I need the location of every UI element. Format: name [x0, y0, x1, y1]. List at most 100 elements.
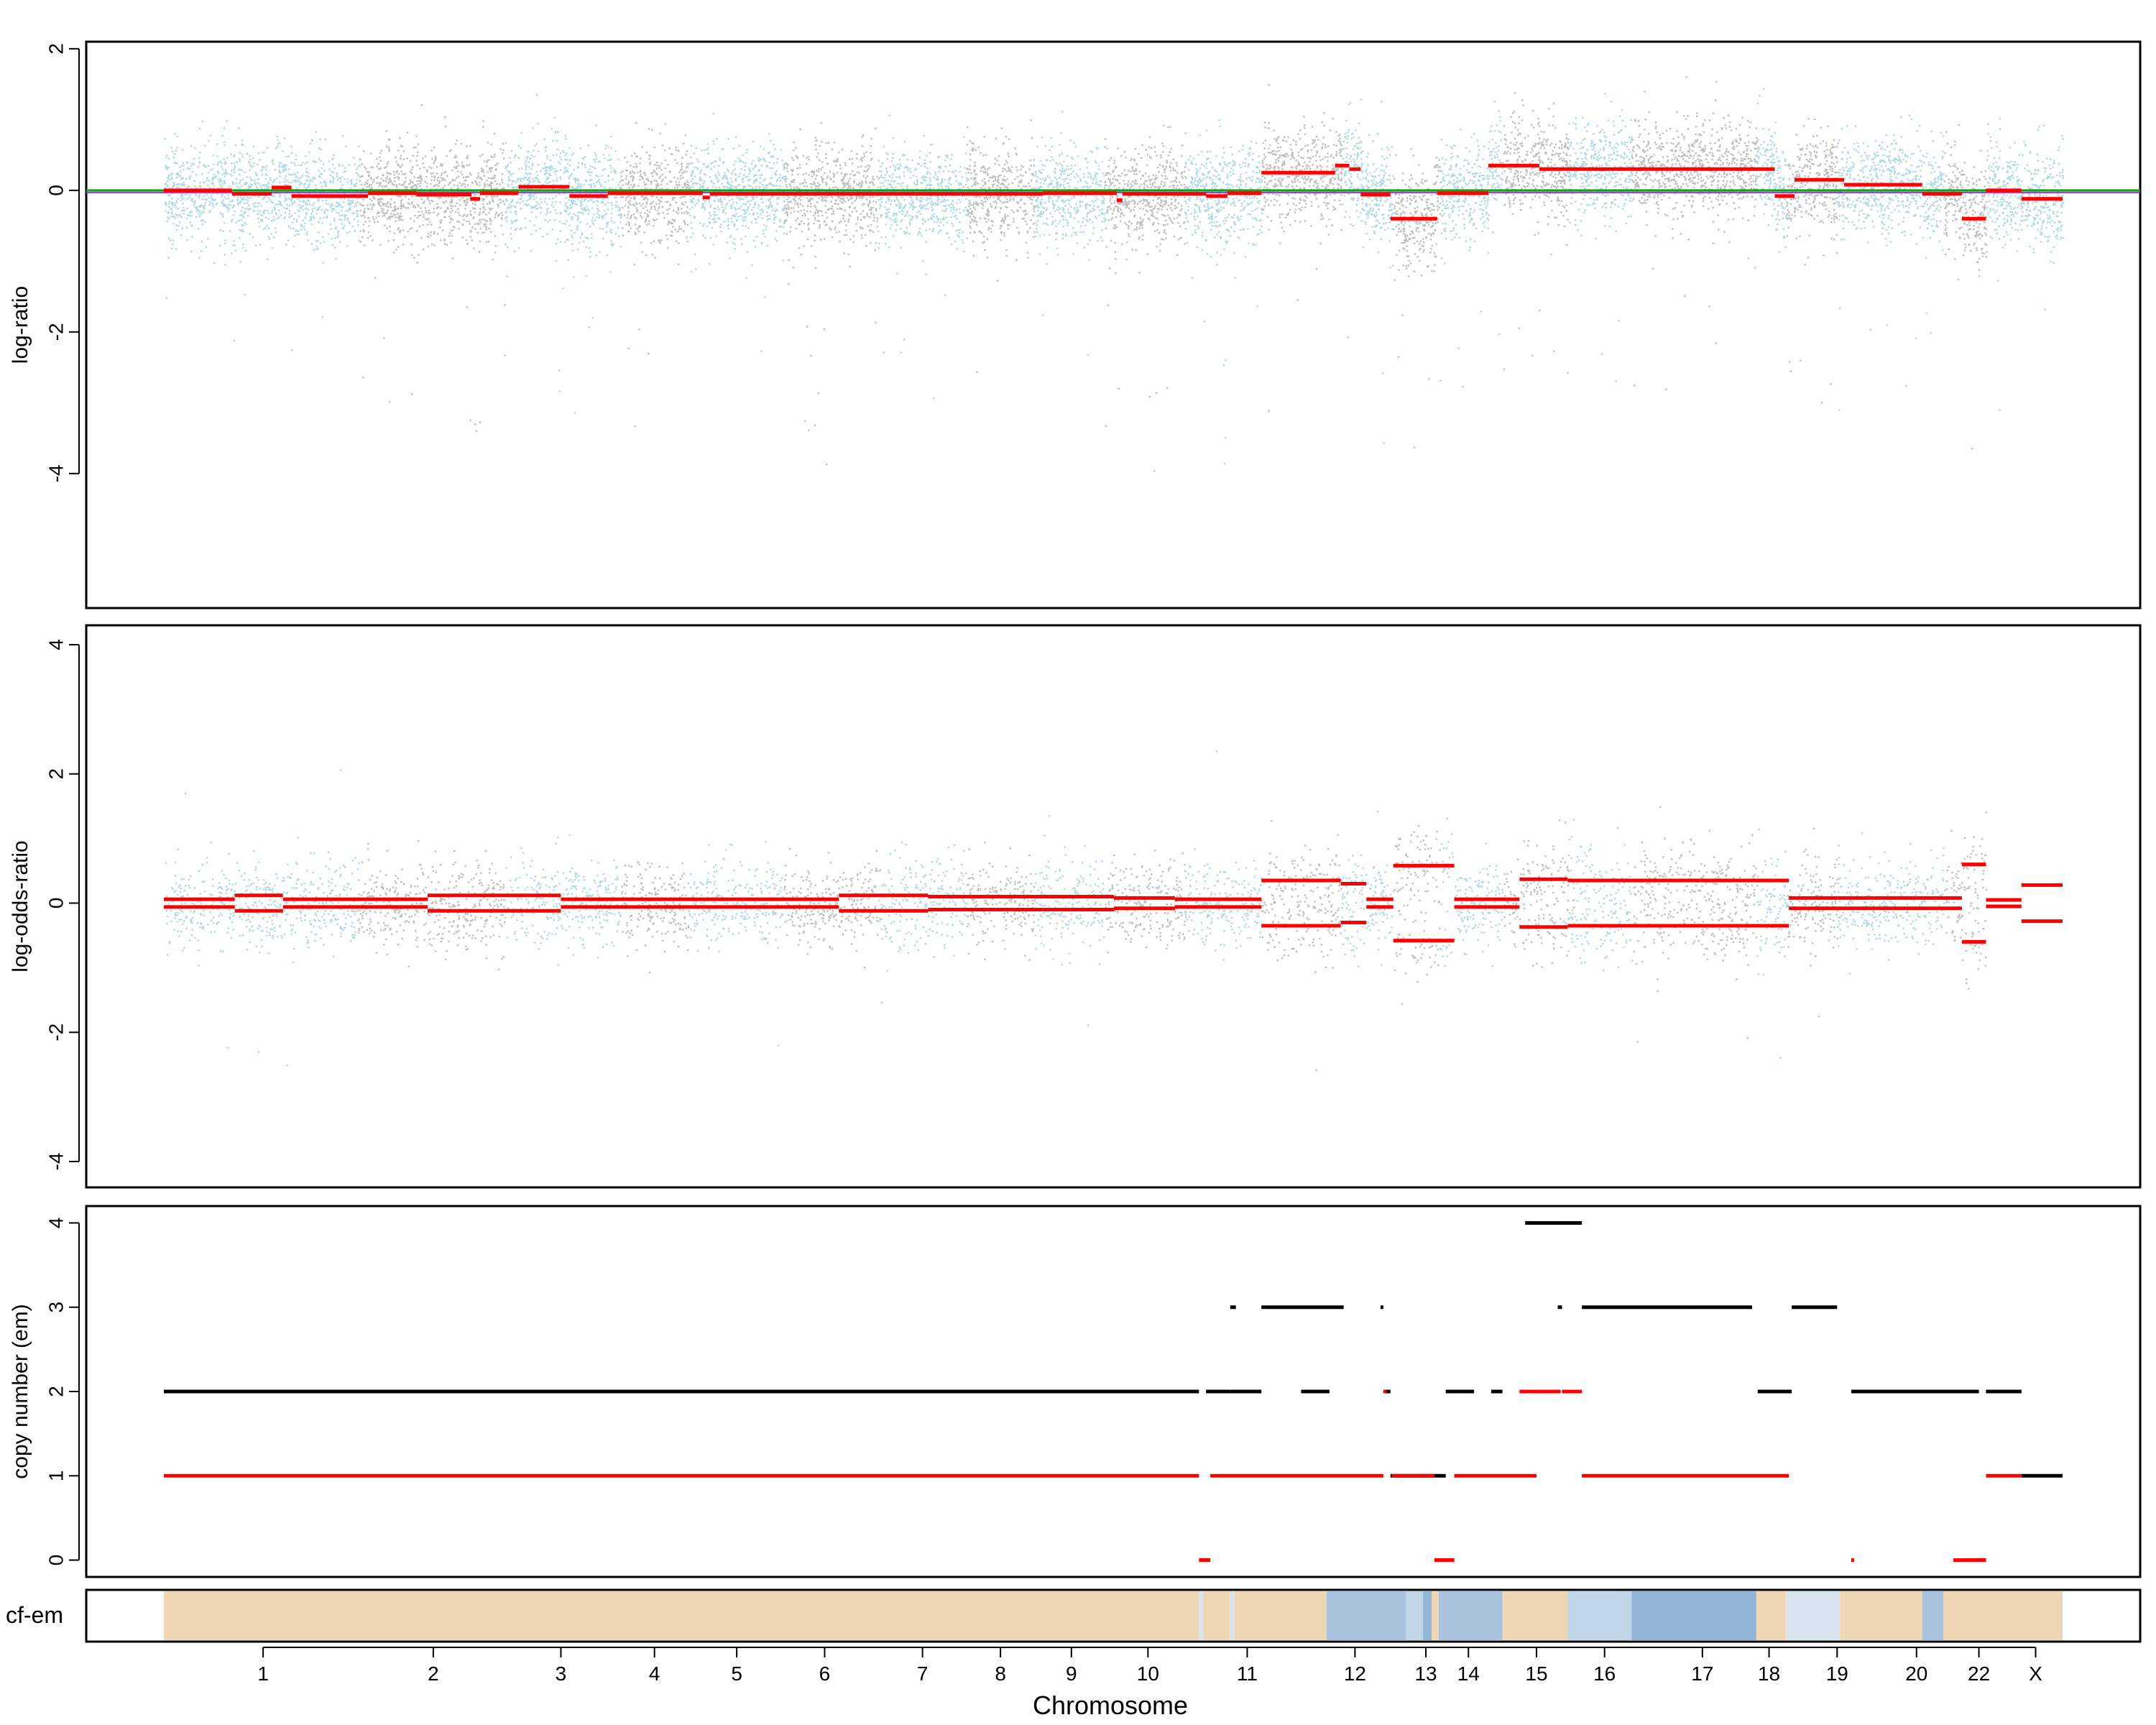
cf-em-block	[1943, 1591, 2063, 1640]
log-odds-ratio-points	[1341, 810, 1395, 967]
log-ratio-points	[1837, 114, 1945, 411]
x-tick-label: 4	[649, 1662, 660, 1685]
log-ratio-points	[966, 119, 1036, 373]
x-tick-label: 17	[1691, 1662, 1713, 1685]
log-ratio-points	[504, 93, 622, 414]
log-odds-ratio-points	[1261, 820, 1342, 1072]
y-tick-label: -4	[45, 464, 67, 482]
log-ratio-points	[1631, 76, 1759, 390]
panel-frame	[85, 1588, 2142, 1643]
y-tick-label: 0	[45, 185, 67, 196]
x-tick-label: 22	[1968, 1662, 1990, 1685]
y-tick-label: -4	[45, 1153, 67, 1171]
log-odds-ratio-plot	[164, 750, 2063, 1072]
panel-log-ratio: 2 0 -2 -4 log-ratio	[9, 40, 2142, 610]
x-tick-label: 6	[819, 1662, 831, 1685]
log-ratio-points	[1393, 148, 1442, 448]
x-tick-label: 2	[428, 1662, 439, 1685]
cf-em-block	[1406, 1591, 1424, 1640]
y-tick-label: -2	[45, 1024, 67, 1041]
cf-em-block	[1631, 1591, 1756, 1640]
log-ratio-points	[1184, 119, 1263, 465]
log-odds-ratio-points	[620, 861, 691, 974]
y-tick-label: 4	[45, 639, 67, 650]
log-ratio-points	[1440, 101, 1504, 388]
cf-em-block	[1502, 1591, 1568, 1640]
log-odds-ratio-y-label: log-odds-ratio	[9, 840, 32, 972]
log-odds-ratio-points	[1567, 819, 1634, 972]
log-odds-ratio-points	[1756, 828, 1788, 1059]
log-odds-ratio-y-axis: 4 2 0 -2 -4	[45, 639, 80, 1171]
log-odds-ratio-points	[1034, 814, 1105, 1026]
y-tick-label: 2	[45, 1386, 67, 1397]
cf-em-block	[1431, 1591, 1439, 1640]
log-odds-ratio-points	[1503, 819, 1570, 968]
log-odds-ratio-points	[165, 769, 360, 1067]
cf-em-block	[1423, 1591, 1432, 1640]
log-odds-ratio-points	[1185, 750, 1263, 961]
cf-em-label: cf-em	[6, 1602, 63, 1628]
copy-number-plot	[164, 1220, 2063, 1563]
log-odds-ratio-points	[1786, 827, 1839, 1018]
x-tick-label: 18	[1758, 1662, 1780, 1685]
x-tick-label: 11	[1237, 1662, 1258, 1685]
log-odds-ratio-points	[1105, 850, 1187, 954]
log-ratio-points	[1567, 93, 1634, 382]
log-ratio-plot	[86, 76, 2140, 472]
x-tick-label: 14	[1457, 1662, 1480, 1685]
log-odds-ratio-points	[1633, 806, 1759, 1043]
x-tick-label: 5	[731, 1662, 742, 1685]
cf-em-block	[1234, 1591, 1327, 1640]
log-ratio-points	[620, 121, 691, 428]
log-ratio-points	[877, 114, 968, 400]
cf-em-block	[1230, 1591, 1235, 1640]
y-tick-label: 0	[45, 1555, 67, 1566]
y-tick-label: 0	[45, 898, 67, 909]
y-tick-label: 2	[45, 43, 67, 55]
log-ratio-y-axis: 2 0 -2 -4	[45, 43, 80, 482]
log-ratio-y-label: log-ratio	[9, 286, 32, 364]
cf-em-block	[1756, 1591, 1787, 1640]
x-axis-label: Chromosome	[1033, 1690, 1188, 1720]
x-tick-label: 16	[1593, 1662, 1616, 1685]
copy-number-y-axis: 4 3 2 1 0	[45, 1218, 80, 1566]
x-tick-label: 3	[556, 1662, 567, 1685]
cf-em-block	[1438, 1591, 1503, 1640]
log-ratio-points	[1502, 92, 1570, 374]
log-ratio-points	[164, 120, 360, 351]
cf-em-block	[1840, 1591, 1922, 1640]
log-ratio-points	[1034, 111, 1106, 356]
cf-em-block	[1199, 1591, 1204, 1640]
x-axis: 1 2 3 4 5 6 7 8 9 10 11 12 13 14 15 16 17 18 19 20 22 X	[257, 1647, 2042, 1685]
x-tick-label: 19	[1826, 1662, 1848, 1685]
log-odds-ratio-points	[688, 840, 785, 1046]
copy-number-y-label: copy number (em)	[9, 1304, 32, 1478]
y-tick-label: 3	[45, 1302, 67, 1313]
log-odds-ratio-points	[878, 842, 968, 1004]
cf-em-block	[1203, 1591, 1230, 1640]
x-tick-label: 15	[1525, 1662, 1547, 1685]
log-odds-ratio-points	[1837, 832, 1945, 975]
panel-cellular-fraction: cf-em	[6, 1588, 2142, 1643]
log-odds-ratio-points	[1393, 824, 1442, 1005]
x-tick-label: 10	[1137, 1662, 1159, 1685]
log-odds-ratio-points	[967, 842, 1036, 961]
log-ratio-points	[1786, 118, 1839, 404]
cf-em-block	[1786, 1591, 1841, 1640]
y-tick-label: -2	[45, 323, 67, 341]
x-tick-label: 7	[917, 1662, 929, 1685]
x-tick-label: 8	[995, 1662, 1006, 1685]
x-tick-label: 12	[1344, 1662, 1366, 1685]
log-ratio-points	[1340, 98, 1396, 444]
log-ratio-points	[688, 112, 786, 353]
log-ratio-points	[1104, 124, 1187, 472]
cf-em-block	[164, 1591, 1199, 1640]
cf-em-block	[1567, 1591, 1632, 1640]
cf-em-block	[1922, 1591, 1944, 1640]
y-tick-label: 4	[45, 1218, 67, 1229]
log-ratio-points	[1261, 84, 1342, 412]
x-tick-label: 20	[1905, 1662, 1927, 1685]
cf-em-block	[1326, 1591, 1406, 1640]
x-tick-label: X	[2029, 1662, 2042, 1685]
